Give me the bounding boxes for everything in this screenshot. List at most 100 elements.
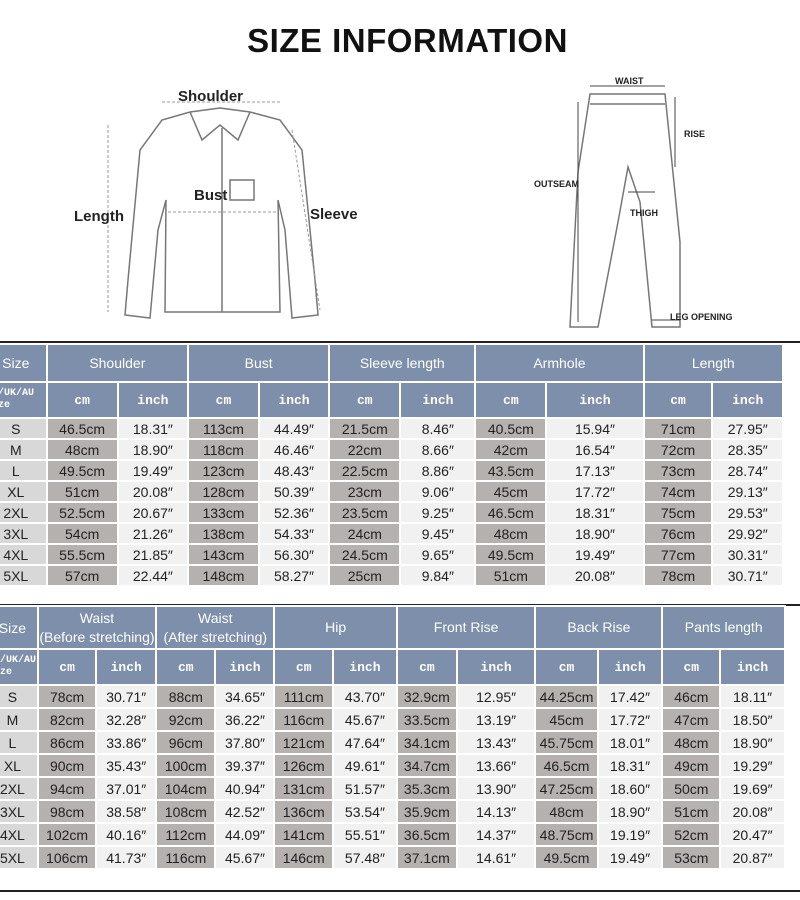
cm-value: 121cm: [273, 730, 334, 755]
cm-value: 49.5cm: [474, 543, 548, 566]
inch-value: 51.57″: [332, 776, 398, 801]
shoulder-label: Shoulder: [178, 88, 244, 105]
inch-value: 9.06″: [399, 480, 477, 503]
cm-value: 74cm: [642, 480, 714, 503]
cm-value: 143cm: [187, 543, 260, 566]
cm-value: 24cm: [328, 522, 402, 545]
column-header: Sleeve length: [328, 343, 477, 383]
cm-value: 34.1cm: [395, 730, 458, 755]
inch-value: 29.92″: [711, 522, 784, 545]
table-row: 5XL 57cm 22.44″ 148cm 58.27″ 25cm 9.84″ 51cm 20.…: [0, 564, 784, 587]
inch-value: 48.43″: [257, 459, 331, 482]
inch-value: 40.16″: [95, 822, 158, 847]
table-row: M 82cm 32.28″ 92cm 36.22″ 116cm 45.67″ 33.5cm 13…: [0, 707, 786, 732]
page-title: SIZE INFORMATION: [247, 22, 568, 59]
inch-value: 45.67″: [214, 845, 276, 870]
size-cell: 2XL: [0, 501, 48, 524]
cm-value: 88cm: [155, 684, 217, 709]
inch-value: 18.01″: [596, 730, 664, 755]
cm-value: 51cm: [45, 480, 119, 503]
cm-value: 51cm: [474, 564, 548, 587]
cm-value: 141cm: [273, 822, 334, 847]
cm-value: 44.25cm: [534, 684, 599, 709]
cm-value: 131cm: [273, 776, 334, 801]
size-header: Size: [0, 343, 48, 383]
inch-value: 13.90″: [455, 776, 537, 801]
cm-value: 43.5cm: [474, 459, 548, 482]
inch-value: 22.44″: [116, 564, 190, 587]
unit-inch: inch: [455, 648, 537, 686]
cm-value: 148cm: [187, 564, 260, 587]
cm-value: 46.5cm: [45, 417, 119, 440]
pants-diagram: WAIST RISE OUTSEAM THIGH LEG OPENING: [530, 72, 770, 342]
column-header: Shoulder: [45, 343, 190, 383]
column-header: Waist (After stretching): [155, 605, 276, 650]
cm-value: 21.5cm: [328, 417, 402, 440]
unit-inch: inch: [257, 381, 331, 419]
inch-value: 40.94″: [214, 776, 276, 801]
inch-value: 30.31″: [711, 543, 784, 566]
cm-value: 40.5cm: [474, 417, 548, 440]
size-cell: L: [0, 730, 39, 755]
cm-value: 35.3cm: [395, 776, 458, 801]
cm-value: 47.25cm: [534, 776, 599, 801]
inch-value: 35.43″: [95, 753, 158, 778]
cm-value: 118cm: [187, 438, 260, 461]
inch-value: 17.42″: [596, 684, 664, 709]
inch-value: 20.08″: [545, 564, 645, 587]
unit-inch: inch: [399, 381, 477, 419]
unit-cm: cm: [187, 381, 260, 419]
column-header: Front Rise: [395, 605, 537, 650]
cm-value: 116cm: [273, 707, 334, 732]
inch-value: 19.49″: [116, 459, 190, 482]
table-row: XL 90cm 35.43″ 100cm 39.37″ 126cm 49.61″ 34.7cm…: [0, 753, 786, 778]
column-header: Pants length: [661, 605, 786, 650]
inch-value: 29.13″: [711, 480, 784, 503]
inch-value: 20.67″: [116, 501, 190, 524]
unit-cm: cm: [474, 381, 548, 419]
unit-inch: inch: [214, 648, 276, 686]
inch-value: 50.39″: [257, 480, 331, 503]
unit-inch: inch: [332, 648, 398, 686]
cm-value: 48cm: [474, 522, 548, 545]
inch-value: 52.36″: [257, 501, 331, 524]
cm-value: 23cm: [328, 480, 402, 503]
unit-inch: inch: [116, 381, 190, 419]
cm-value: 126cm: [273, 753, 334, 778]
bust-label: Bust: [194, 187, 228, 204]
table-row: 2XL 94cm 37.01″ 104cm 40.94″ 131cm 51.57″ 35.3c…: [0, 776, 786, 801]
inch-value: 37.01″: [95, 776, 158, 801]
cm-value: 82cm: [36, 707, 98, 732]
inch-value: 38.58″: [95, 799, 158, 824]
inch-value: 20.87″: [719, 845, 786, 870]
inch-value: 20.08″: [116, 480, 190, 503]
inch-value: 19.29″: [719, 753, 786, 778]
size-header: Size: [0, 605, 39, 650]
table-row: 5XL 106cm 41.73″ 116cm 45.67″ 146cm 57.48″ 37.1…: [0, 845, 786, 870]
inch-value: 29.53″: [711, 501, 784, 524]
cm-value: 90cm: [36, 753, 98, 778]
length-label: Length: [74, 208, 124, 225]
cm-value: 136cm: [273, 799, 334, 824]
unit-cm: cm: [328, 381, 402, 419]
cm-value: 45cm: [534, 707, 599, 732]
cm-value: 57cm: [45, 564, 119, 587]
cm-value: 48cm: [534, 799, 599, 824]
cm-value: 35.9cm: [395, 799, 458, 824]
unit-cm: cm: [45, 381, 119, 419]
unit-row: US/UK/AU Sizecminchcminchcminchcminchcmi…: [0, 381, 784, 419]
inch-value: 9.84″: [399, 564, 477, 587]
cm-value: 53cm: [661, 845, 722, 870]
unit-row: US/UK/AU Sizecminchcminchcminchcminchcmi…: [0, 648, 786, 686]
inch-value: 19.19″: [596, 822, 664, 847]
cm-value: 104cm: [155, 776, 217, 801]
inch-value: 58.27″: [257, 564, 331, 587]
cm-value: 138cm: [187, 522, 260, 545]
inch-value: 20.08″: [719, 799, 786, 824]
cm-value: 45cm: [474, 480, 548, 503]
table-row: 2XL 52.5cm 20.67″ 133cm 52.36″ 23.5cm 9.25″ 46.…: [0, 501, 784, 524]
cm-value: 46.5cm: [474, 501, 548, 524]
cm-value: 42cm: [474, 438, 548, 461]
table-row: 3XL 54cm 21.26″ 138cm 54.33″ 24cm 9.45″ 48cm 18.…: [0, 522, 784, 545]
cm-value: 123cm: [187, 459, 260, 482]
